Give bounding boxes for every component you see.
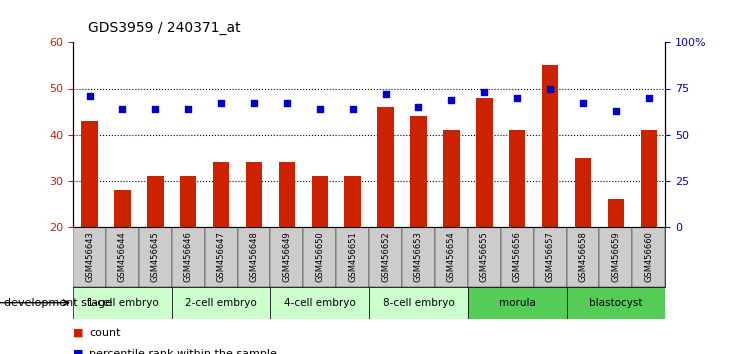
Point [544,86,556,91]
Bar [81,121,98,227]
Text: GDS3959 / 240371_at: GDS3959 / 240371_at [88,21,240,35]
Text: GSM456651: GSM456651 [348,231,357,282]
Text: GSM456654: GSM456654 [447,231,456,282]
Text: percentile rank within the sample: percentile rank within the sample [89,349,277,354]
Bar [73,287,172,319]
Text: GSM456656: GSM456656 [512,231,522,282]
Text: GSM456643: GSM456643 [85,231,94,282]
Point [314,106,326,112]
Text: GSM456644: GSM456644 [118,231,127,282]
Bar [303,227,336,287]
Text: 8-cell embryo: 8-cell embryo [382,298,455,308]
Text: ■: ■ [73,328,83,338]
Bar [139,227,172,287]
Bar [180,176,197,227]
Bar [311,176,328,227]
Point [610,108,621,113]
Text: GSM456655: GSM456655 [480,231,489,282]
Bar [567,227,599,287]
Bar [509,130,526,227]
Bar [172,287,270,319]
Bar [476,98,493,227]
Text: GSM456653: GSM456653 [414,231,423,282]
Point [183,106,194,112]
Bar [607,199,624,227]
Text: GSM456660: GSM456660 [644,231,654,282]
Point [380,91,392,97]
Text: 4-cell embryo: 4-cell embryo [284,298,356,308]
Bar [402,227,435,287]
Bar [640,130,657,227]
Bar [369,227,402,287]
Point [445,97,458,102]
Bar [567,287,665,319]
Bar [443,130,460,227]
Bar [435,227,468,287]
Bar [542,65,558,227]
Text: development stage: development stage [4,298,112,308]
Bar [336,227,369,287]
Text: ■: ■ [73,349,83,354]
Bar [213,162,230,227]
Text: GSM456652: GSM456652 [381,231,390,282]
Bar [238,227,270,287]
Bar [599,227,632,287]
Bar [468,287,567,319]
Point [215,101,227,106]
Bar [270,227,303,287]
Point [117,106,129,112]
Point [248,101,260,106]
Bar [410,116,427,227]
Bar [147,176,164,227]
Point [149,106,161,112]
Point [577,101,589,106]
Bar [501,227,534,287]
Bar [534,227,567,287]
Bar [344,176,361,227]
Text: GSM456645: GSM456645 [151,231,160,282]
Point [412,104,424,110]
Point [281,101,292,106]
Bar [369,287,468,319]
Text: blastocyst: blastocyst [589,298,643,308]
Bar [468,227,501,287]
Text: GSM456646: GSM456646 [183,231,193,282]
Bar [246,162,262,227]
Text: count: count [89,328,121,338]
Text: morula: morula [499,298,536,308]
Text: GSM456659: GSM456659 [611,231,621,282]
Bar [575,158,591,227]
Text: 1-cell embryo: 1-cell embryo [86,298,159,308]
Text: GSM456648: GSM456648 [249,231,259,282]
Bar [73,227,106,287]
Text: GSM456647: GSM456647 [216,231,226,282]
Bar [172,227,205,287]
Bar [106,227,139,287]
Bar [270,287,369,319]
Text: GSM456650: GSM456650 [315,231,325,282]
Point [346,106,358,112]
Point [478,89,490,95]
Text: GSM456657: GSM456657 [545,231,555,282]
Point [643,95,654,101]
Text: GSM456658: GSM456658 [578,231,588,282]
Point [84,93,95,99]
Text: 2-cell embryo: 2-cell embryo [185,298,257,308]
Point [511,95,523,101]
Bar [632,227,665,287]
Bar [377,107,394,227]
Bar [205,227,238,287]
Bar [279,162,295,227]
Bar [114,190,131,227]
Text: GSM456649: GSM456649 [282,231,292,282]
